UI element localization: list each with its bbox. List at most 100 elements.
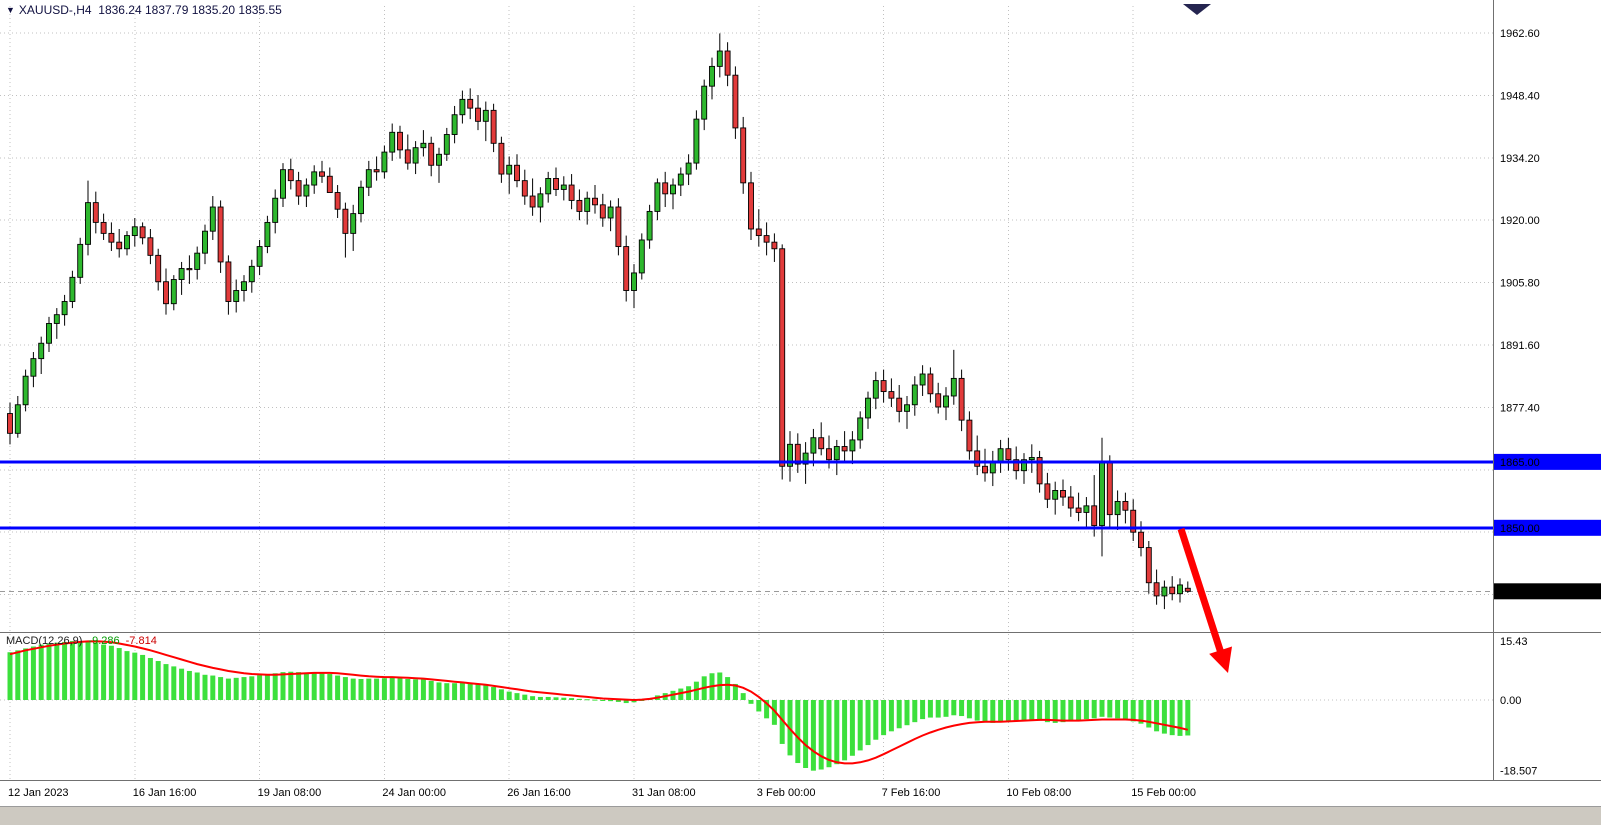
macd-bar [1060, 700, 1066, 723]
macd-bar [108, 645, 114, 700]
macd-bar [124, 651, 130, 700]
candle [662, 171, 669, 208]
macd-bar [764, 700, 770, 719]
candle [1021, 453, 1027, 484]
svg-text:1865.00: 1865.00 [1500, 457, 1540, 469]
level-price-label: 1850.00 [1494, 519, 1601, 536]
macd-bar [1005, 700, 1011, 722]
macd-bar [179, 668, 185, 700]
macd-bar [849, 700, 855, 756]
macd-bar [7, 652, 13, 700]
macd-bar [1068, 700, 1074, 722]
candle [178, 261, 185, 295]
candle [272, 189, 279, 234]
macd-bar [756, 700, 762, 712]
candle [85, 180, 91, 256]
macd-bar [553, 697, 559, 700]
macd-bar [803, 700, 809, 768]
candle [654, 178, 661, 221]
down-arrow-annotation[interactable] [1177, 527, 1232, 673]
price-tick-label: 1891.60 [1500, 340, 1540, 352]
macd-bar [46, 643, 52, 700]
candle [217, 200, 224, 273]
candle [225, 255, 232, 315]
time-tick-label: 3 Feb 00:00 [757, 787, 816, 799]
candle [22, 369, 29, 412]
horizontal-scrollbar[interactable] [0, 806, 1601, 825]
macd-bar [514, 693, 520, 700]
macd-bar [218, 677, 224, 700]
candle [38, 336, 45, 375]
macd-bar [912, 700, 918, 723]
macd-bar [896, 700, 902, 729]
macd-bar [920, 700, 926, 720]
chart-canvas[interactable]: 1962.60 1948.40 1934.20 1920.00 1905.80 1891.… [0, 0, 1601, 807]
candle [529, 178, 536, 216]
macd-bar [686, 686, 692, 700]
candle [631, 264, 637, 309]
candle [209, 196, 216, 240]
candle [1106, 455, 1113, 528]
macd-bar [163, 664, 169, 700]
candle [163, 268, 169, 315]
candle [810, 428, 817, 467]
symbol-dropdown-icon[interactable]: ▼ [6, 5, 15, 15]
candle [943, 387, 949, 421]
macd-bar [420, 679, 426, 700]
candle [779, 244, 786, 480]
svg-text:1835.55: 1835.55 [1500, 586, 1540, 598]
macd-bar [1099, 700, 1105, 717]
candle [373, 156, 380, 181]
price-tick-label: 1962.60 [1500, 28, 1540, 40]
candle [794, 433, 801, 473]
candle [139, 222, 146, 245]
macd-bar [771, 700, 777, 725]
macd-bar [881, 700, 887, 736]
macd-bar [998, 700, 1004, 723]
candle [599, 193, 606, 227]
candle [1060, 479, 1066, 506]
macd-bar [592, 699, 598, 701]
macd-bar [522, 694, 528, 700]
candle [420, 130, 427, 157]
price-tick-label: 1934.20 [1500, 153, 1540, 165]
candle [53, 308, 60, 339]
chart-shift-marker[interactable] [1183, 4, 1211, 15]
candle [256, 239, 263, 276]
chart-title-symbol: XAUUSD-,H4 [18, 3, 92, 17]
candle [849, 431, 856, 465]
macd-bar [826, 700, 832, 768]
macd-bar [834, 700, 840, 765]
macd-bar [342, 677, 348, 700]
macd-bar [615, 700, 621, 702]
macd-tick-label: -18.507 [1500, 766, 1537, 778]
macd-bar [233, 677, 239, 700]
candle [1075, 492, 1082, 522]
candle [14, 395, 21, 438]
macd-bar [857, 700, 863, 751]
time-tick-label: 10 Feb 08:00 [1006, 787, 1071, 799]
macd-bar [740, 693, 746, 700]
candle [787, 431, 793, 482]
macd-bar [93, 642, 99, 700]
candle [404, 134, 411, 170]
macd-bar [888, 700, 894, 732]
candle [724, 42, 731, 87]
macd-bar [389, 677, 395, 700]
candle [436, 147, 442, 183]
macd-bar [717, 672, 723, 700]
macd-bar [350, 678, 356, 700]
candle [763, 222, 770, 256]
macd-bar [132, 652, 138, 700]
macd-bar [818, 700, 824, 770]
macd-bar [358, 678, 364, 700]
macd-bar [327, 674, 333, 700]
macd-bar [537, 696, 543, 700]
candle [1184, 581, 1191, 593]
macd-bar [483, 685, 489, 700]
candle [1028, 444, 1035, 473]
price-axis[interactable] [1494, 0, 1601, 780]
candle [443, 127, 450, 161]
time-axis[interactable] [0, 781, 1601, 807]
candle [92, 191, 99, 234]
